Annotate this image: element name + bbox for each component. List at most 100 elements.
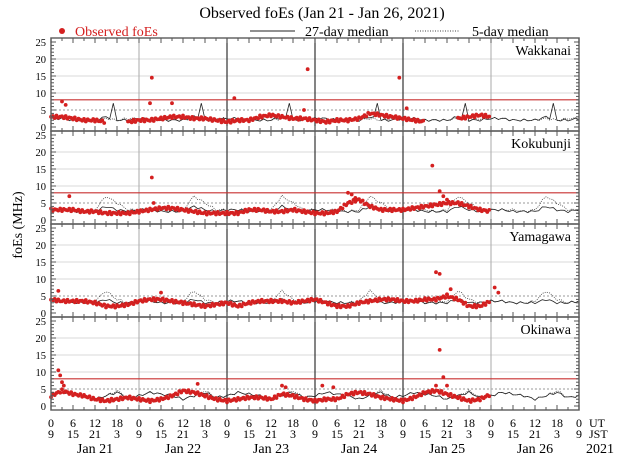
- observed-point: [483, 303, 488, 307]
- x-tick-label-jst: 9: [312, 427, 318, 441]
- chart-title: Observed foEs (Jan 21 - Jan 26, 2021): [199, 5, 444, 22]
- y-tick-label: 15: [36, 258, 47, 269]
- y-tick-label: 25: [36, 317, 47, 328]
- observed-point: [225, 400, 229, 405]
- panel-yamagawa: 0 5 10 15 20 25 Yamagawa: [36, 223, 580, 320]
- observed-point: [478, 398, 482, 403]
- observed-point: [434, 298, 438, 303]
- observed-point: [241, 210, 246, 215]
- observed-point: [302, 208, 306, 213]
- observed-point: [60, 99, 64, 104]
- observed-point: [78, 392, 83, 396]
- panel-okinawa: 0 5 10 15 20 25 Okinawa: [36, 316, 580, 413]
- observed-point: [390, 396, 394, 400]
- observed-point: [336, 302, 341, 307]
- observed-point: [397, 75, 402, 80]
- observed-point: [93, 299, 97, 304]
- observed-point: [149, 175, 154, 180]
- observed-point: [331, 396, 336, 400]
- y-tick-label: 15: [36, 72, 47, 83]
- observed-point: [107, 399, 112, 404]
- observed-point: [437, 348, 442, 352]
- observed-point: [280, 383, 284, 388]
- observed-point: [479, 112, 484, 117]
- observed-point: [61, 383, 66, 388]
- observed-point: [228, 300, 233, 305]
- observed-point: [457, 394, 462, 399]
- x-tick-label-jst: 9: [224, 427, 230, 441]
- y-tick-label: 0: [41, 216, 46, 227]
- day-label: Jan 25: [429, 442, 465, 457]
- observed-point: [243, 397, 248, 402]
- observed-point: [292, 206, 297, 211]
- median27-line: [50, 390, 580, 401]
- observed-point: [349, 192, 354, 197]
- observed-point: [463, 300, 468, 305]
- legend: Observed foEs 27-day median 5-day median: [59, 25, 549, 40]
- observed-point: [237, 119, 242, 124]
- y-tick-label: 10: [36, 182, 47, 193]
- x-tick-label-ut: 18: [463, 416, 475, 430]
- observed-point: [331, 385, 336, 390]
- x-tick-label-ut: 18: [287, 416, 299, 430]
- observed-point: [131, 302, 136, 306]
- observed-point: [437, 272, 442, 276]
- x-tick-label-jst: 21: [441, 427, 453, 441]
- observed-point: [60, 387, 64, 392]
- observed-point: [353, 302, 358, 307]
- station-label: Okinawa: [520, 323, 571, 338]
- x-tick-label-ut: 6: [70, 416, 76, 430]
- observed-point: [179, 299, 184, 304]
- x-tick-label-jst: 15: [419, 427, 431, 441]
- observed-point: [351, 392, 356, 397]
- observed-point: [487, 208, 492, 212]
- x-tick-label-jst: 3: [114, 427, 120, 441]
- observed-point: [261, 207, 266, 212]
- observed-point: [459, 299, 464, 304]
- observed-point: [247, 119, 251, 124]
- observed-point: [76, 207, 81, 212]
- observed-point: [127, 212, 132, 217]
- observed-point: [472, 115, 477, 120]
- x-tick-label-ut: 12: [529, 416, 541, 430]
- observed-point: [102, 302, 107, 307]
- x-tick-label-jst: 9: [48, 427, 54, 441]
- observed-point: [401, 400, 405, 405]
- observed-point: [195, 390, 200, 395]
- observed-point: [316, 117, 321, 122]
- observed-point: [371, 392, 376, 396]
- observed-point: [434, 270, 438, 275]
- observed-point: [96, 396, 101, 401]
- station-label: Kokubunji: [511, 137, 571, 152]
- observed-point: [419, 393, 424, 398]
- observed-point: [116, 210, 121, 214]
- observed-point: [186, 388, 191, 393]
- observed-point: [478, 206, 482, 211]
- x-tick-label-jst: 21: [177, 427, 189, 441]
- x-tick-label-ut: 18: [111, 416, 123, 430]
- observed-point: [87, 394, 92, 399]
- x-tick-label-ut: 18: [375, 416, 387, 430]
- observed-point: [100, 118, 105, 123]
- observed-point: [140, 299, 145, 304]
- observed-point: [430, 163, 435, 168]
- y-tick-label: 5: [41, 292, 46, 303]
- observed-point: [175, 205, 180, 210]
- observed-point: [175, 392, 180, 397]
- observed-point: [116, 398, 121, 402]
- y-axis-label: foEs (MHz): [11, 191, 26, 259]
- observed-point: [281, 391, 286, 396]
- observed-point: [122, 304, 127, 309]
- x-tick-label-ut: 12: [441, 416, 453, 430]
- observed-point: [67, 206, 72, 211]
- x-tick-label-ut: 0: [224, 416, 230, 430]
- observed-point: [327, 300, 332, 305]
- observed-point: [83, 298, 88, 302]
- observed-point: [204, 393, 209, 397]
- x-tick-label-jst: 3: [466, 427, 472, 441]
- x-tick-label-jst: 3: [202, 427, 208, 441]
- observed-point: [151, 119, 156, 123]
- x-tick-label-ut: 0: [400, 416, 406, 430]
- observed-point: [412, 117, 416, 121]
- observed-point: [463, 116, 468, 121]
